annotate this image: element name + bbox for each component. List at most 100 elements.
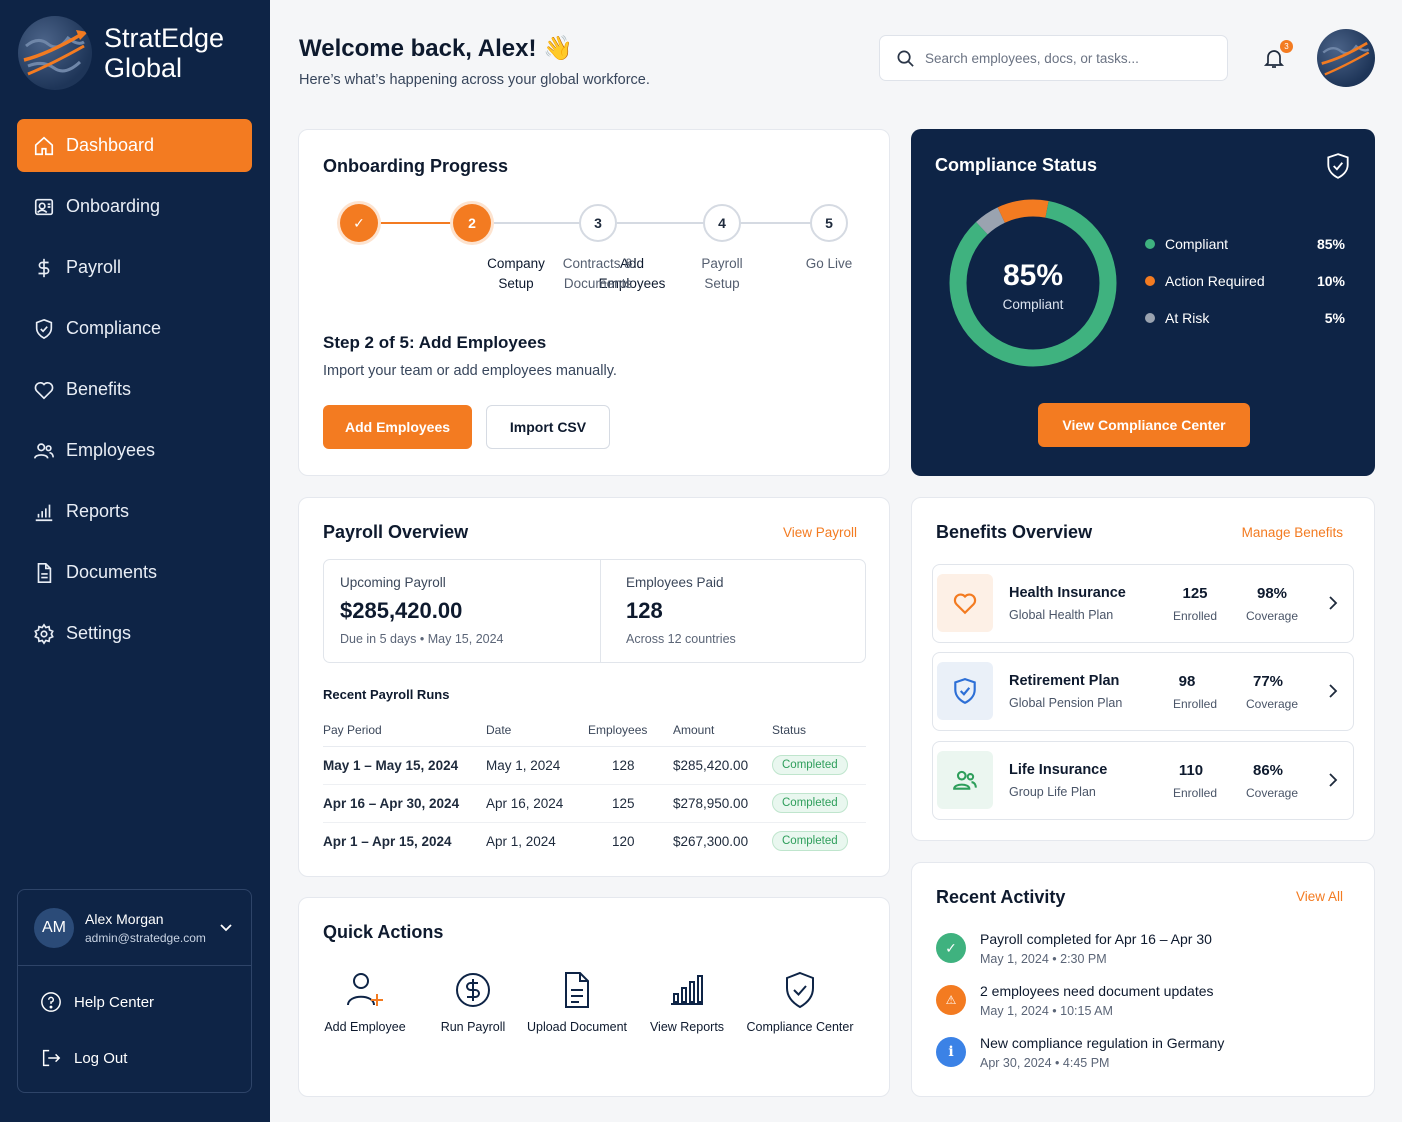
activity-time: May 1, 2024 • 2:30 PM — [980, 952, 1107, 966]
benefit-icon-container — [937, 751, 993, 809]
view-compliance-center-button[interactable]: View Compliance Center — [1038, 403, 1250, 447]
quick-action-compliance-center[interactable]: Compliance Center — [740, 970, 860, 1034]
manage-benefits-link[interactable]: Manage Benefits — [1241, 525, 1343, 540]
search-input[interactable] — [925, 50, 1215, 66]
run-date: Apr 1, 2024 — [486, 833, 556, 849]
benefit-retirement-plan[interactable]: Retirement Plan Global Pension Plan 98 E… — [932, 652, 1354, 731]
quick-action-label: Run Payroll — [440, 1020, 506, 1034]
quick-action-label: Upload Document — [526, 1020, 628, 1034]
user-name: Alex Morgan — [85, 910, 164, 927]
sidebar-item-label: Payroll — [66, 257, 122, 277]
quick-action-view-reports[interactable]: View Reports — [627, 970, 747, 1034]
step-5-label: Go Live — [805, 256, 853, 271]
run-date: Apr 16, 2024 — [486, 784, 588, 823]
step-3-circle[interactable]: 3 — [579, 204, 617, 242]
bar-chart-icon — [35, 504, 53, 521]
profile-avatar[interactable] — [1317, 29, 1375, 87]
quick-action-run-payroll[interactable]: Run Payroll — [413, 970, 533, 1034]
quick-actions-title: Quick Actions — [323, 922, 444, 942]
recent-activity-title: Recent Activity — [936, 887, 1066, 907]
sidebar-item-payroll[interactable]: Payroll — [17, 241, 252, 294]
run-status: Completed — [772, 784, 866, 823]
add-employees-button[interactable]: Add Employees — [323, 405, 472, 449]
quick-action-label: Add Employee — [324, 1020, 406, 1034]
benefit-name: Life Insurance — [1009, 762, 1108, 778]
home-icon — [34, 136, 54, 155]
benefit-coverage-value: 77% — [1252, 673, 1284, 690]
sidebar-item-documents[interactable]: Documents — [17, 546, 252, 599]
employees-paid-label: Employees Paid — [626, 575, 724, 590]
benefit-coverage-value: 86% — [1252, 762, 1284, 779]
benefit-plan: Group Life Plan — [1009, 785, 1096, 799]
table-header-row: Pay Period Date Employees Amount Status — [323, 714, 866, 747]
activity-time: May 1, 2024 • 10:15 AM — [980, 1004, 1113, 1018]
benefit-name: Health Insurance — [1009, 585, 1126, 601]
legend-dot — [1145, 276, 1155, 286]
run-status: Completed — [772, 822, 866, 860]
benefit-name: Retirement Plan — [1009, 673, 1120, 689]
table-row[interactable]: Apr 1 – Apr 15, 2024 Apr 1, 2024 120 $26… — [323, 822, 866, 860]
user-menu[interactable]: AM Alex Morgan admin@stratedge.com — [18, 890, 251, 966]
step-title: Step 2 of 5: Add Employees — [323, 333, 547, 352]
step-5-circle[interactable]: 5 — [810, 204, 848, 242]
brand-logo[interactable]: StratEdge Global — [18, 16, 224, 90]
compliance-title: Compliance Status — [935, 155, 1098, 175]
brand-name-line1: StratEdge — [104, 23, 225, 53]
chevron-down-icon[interactable] — [219, 920, 233, 934]
help-center-link[interactable]: Help Center — [18, 974, 251, 1030]
table-row[interactable]: May 1 – May 15, 2024 May 1, 2024 128 $28… — [323, 746, 866, 785]
sidebar-item-label: Documents — [66, 562, 158, 582]
benefit-life-insurance[interactable]: Life Insurance Group Life Plan 110 Enrol… — [932, 741, 1354, 820]
logout-icon — [42, 1049, 61, 1067]
document-icon — [565, 972, 589, 1008]
run-employees: 125 — [588, 784, 673, 823]
donut-segment-compliant — [949, 199, 1117, 367]
table-row[interactable]: Apr 16 – Apr 30, 2024 Apr 16, 2024 125 $… — [323, 784, 866, 823]
legend-action-required: Action Required 10% — [1145, 273, 1345, 289]
pay-period: Apr 1 – Apr 15, 2024 — [323, 833, 452, 849]
view-payroll-link[interactable]: View Payroll — [782, 525, 857, 540]
recent-runs-title: Recent Payroll Runs — [323, 687, 450, 702]
step-1-label: Company Setup — [487, 256, 545, 291]
sidebar-item-settings[interactable]: Settings — [17, 607, 252, 660]
shield-check-icon — [1327, 153, 1349, 179]
quick-action-upload-document[interactable]: Upload Document — [517, 970, 637, 1034]
chevron-right-icon — [1329, 596, 1338, 610]
compliance-center-label: Compliant — [1002, 297, 1064, 312]
sidebar-item-employees[interactable]: Employees — [17, 424, 252, 477]
bell-icon[interactable] — [1262, 46, 1286, 70]
heart-icon — [34, 381, 54, 399]
import-csv-button[interactable]: Import CSV — [486, 405, 610, 449]
step-4-circle[interactable]: 4 — [703, 204, 741, 242]
legend-dot — [1145, 239, 1155, 249]
sidebar-item-onboarding[interactable]: Onboarding — [17, 180, 252, 233]
sidebar-item-benefits[interactable]: Benefits — [17, 363, 252, 416]
sidebar-item-label: Reports — [66, 501, 130, 521]
view-all-activity-link[interactable]: View All — [1295, 889, 1343, 904]
quick-action-label: View Reports — [649, 1020, 725, 1034]
benefit-health-insurance[interactable]: Health Insurance Global Health Plan 125 … — [932, 564, 1354, 643]
sidebar-item-dashboard[interactable]: Dashboard — [17, 119, 252, 172]
sidebar-item-reports[interactable]: Reports — [17, 485, 252, 538]
notification-badge: 3 — [1280, 40, 1293, 53]
help-center-label: Help Center — [74, 993, 155, 1011]
logout-link[interactable]: Log Out — [18, 1030, 251, 1086]
quick-action-add-employee[interactable]: Add Employee — [305, 970, 425, 1034]
shield-check-icon — [786, 971, 814, 1009]
page-subtitle: Here’s what’s happening across your glob… — [299, 72, 650, 88]
sidebar-item-compliance[interactable]: Compliance — [17, 302, 252, 355]
sidebar: StratEdge Global Dashboard Onboarding Pa… — [0, 0, 270, 1122]
legend-label: Compliant — [1165, 236, 1229, 252]
check-icon: ✓ — [936, 933, 966, 963]
step-2-circle[interactable]: 2 — [453, 204, 491, 242]
upcoming-payroll-due: Due in 5 days • May 15, 2024 — [340, 632, 504, 646]
brand-name-line2: Global — [104, 53, 183, 83]
benefit-enrolled-label: Enrolled — [1172, 786, 1218, 800]
user-email: admin@stratedge.com — [85, 930, 206, 945]
step-1-circle[interactable]: ✓ — [340, 204, 378, 242]
logout-label: Log Out — [74, 1049, 128, 1067]
sidebar-item-label: Settings — [66, 623, 132, 643]
run-amount: $285,420.00 — [673, 746, 772, 785]
users-icon — [34, 442, 54, 459]
column-header: Employees — [588, 714, 673, 747]
